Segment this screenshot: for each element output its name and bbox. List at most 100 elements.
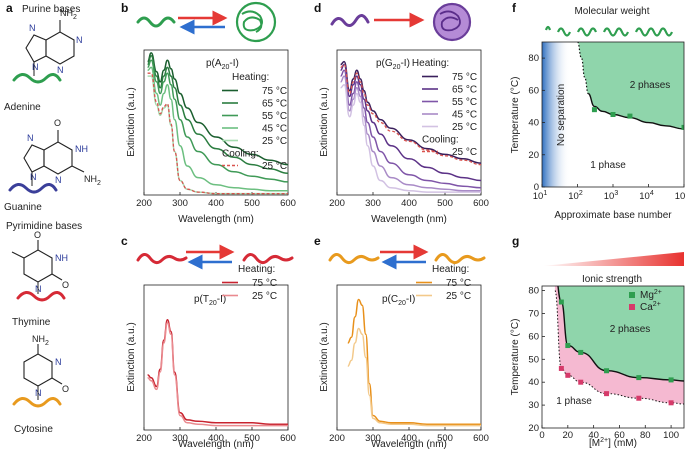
f-ytick-label: 40: [528, 118, 539, 129]
g-ca-point: [578, 379, 584, 385]
f-ytick-label: 80: [528, 53, 539, 64]
f-boundary-extrapolation: [576, 42, 589, 95]
f-data-point: [627, 113, 633, 119]
g-mg-point: [578, 349, 584, 355]
g-ca-point: [668, 400, 674, 406]
d-legend-heating-3: 45 °C: [452, 110, 477, 121]
c-xtick-label: 300: [172, 433, 188, 444]
pyrimidine-title: Pyrimidine bases: [6, 221, 82, 232]
b-legend-heating-0: 75 °C: [262, 86, 287, 97]
g-two-phase-label: 2 phases: [610, 324, 651, 335]
d-xtick-label: 200: [329, 198, 345, 209]
plot-e: Extinction (a.u.) Wavelength (nm) 200 300…: [319, 264, 489, 449]
panel-a: a Purine bases Pyrimidine bases NH2 N N …: [4, 1, 101, 435]
f-xtick-label: 105: [675, 190, 685, 202]
c-xtick-label: 400: [208, 433, 224, 444]
adenine-n9: N: [32, 62, 39, 72]
b-series-heating-0: [147, 52, 289, 166]
f-ytick-label: 20: [528, 150, 539, 161]
f-xtick-label: 101: [533, 190, 548, 202]
b-legend-heating-4: 25 °C: [262, 136, 287, 147]
c-xtick-label: 500: [244, 433, 260, 444]
thymine-nh: NH: [55, 253, 68, 263]
plot-c: Extinction (a.u.) Wavelength (nm) 200 300…: [126, 264, 296, 449]
e-coil-left-icon: [328, 253, 380, 265]
g-ytick-label: 30: [528, 400, 539, 411]
g-ca-point: [565, 372, 571, 378]
cytosine-o2: O: [62, 384, 69, 394]
f-two-phase-region: [577, 42, 684, 129]
g-xtick-label: 0: [539, 430, 544, 441]
e-xtick-label: 400: [401, 433, 417, 444]
guanine-strand: [8, 183, 58, 194]
f-no-separation-label: No separation: [556, 84, 567, 146]
plot-d: Extinction (a.u.) Wavelength (nm) 200 300…: [319, 49, 489, 225]
b-heating-label: Heating:: [232, 72, 269, 83]
guanine-structure: O NH NH2 N N N Guanine: [4, 118, 101, 213]
cytosine-amine-label: NH2: [32, 334, 49, 347]
b-legend-title: p(A20-I): [206, 58, 239, 71]
b-cooling-label: Cooling:: [222, 149, 259, 160]
guanine-amine-label: NH2: [84, 174, 101, 187]
b-xlabel: Wavelength (nm): [178, 214, 254, 225]
g-top-label: Ionic strength: [582, 274, 642, 285]
cytosine-structure: NH2 N O N Cytosine: [12, 334, 69, 435]
d-series-heating-0: [340, 60, 482, 164]
adenine-strand: [12, 73, 62, 84]
d-legend-heating-1: 65 °C: [452, 85, 477, 96]
f-one-phase-label: 1 phase: [590, 160, 626, 171]
c-xtick-label: 200: [136, 433, 152, 444]
g-ylabel: Temperature (°C): [510, 319, 521, 396]
d-globule-icon: [432, 2, 472, 42]
f-two-phase-label: 2 phases: [630, 80, 671, 91]
purine-title: Purine bases: [22, 4, 80, 15]
b-xtick-label: 300: [172, 198, 188, 209]
c-legend-title: p(T20-I): [194, 294, 226, 307]
e-legend-title: p(C20-I): [382, 294, 415, 307]
g-ytick-label: 40: [528, 377, 539, 388]
f-boundary-line: [587, 92, 684, 130]
g-ytick-label: 80: [528, 286, 539, 297]
adenine-n7: N: [29, 23, 36, 33]
panel-a-label: a: [6, 1, 13, 15]
b-legend-heating-2: 55 °C: [262, 111, 287, 122]
c-series-heating-0: [147, 319, 288, 425]
thymine-o4: O: [34, 230, 41, 240]
panel-e-header: e: [314, 234, 486, 270]
c-legend-heating-1: 25 °C: [252, 291, 277, 302]
e-legend-heating-0: 75 °C: [446, 278, 471, 289]
g-ca-point: [636, 395, 642, 401]
f-no-separation-region: [542, 42, 570, 187]
b-legend-heating-3: 45 °C: [262, 124, 287, 135]
adenine-structure: NH2 N N N N Adenine: [4, 8, 83, 113]
panel-c-header: c: [121, 234, 294, 270]
panel-f-label: f: [512, 1, 517, 15]
e-xtick-label: 600: [473, 433, 489, 444]
f-data-point: [591, 107, 597, 113]
d-xtick-label: 600: [473, 198, 489, 209]
d-legend-heating-4: 25 °C: [452, 122, 477, 133]
adenine-n3: N: [57, 65, 64, 75]
g-mg-point: [668, 377, 674, 383]
g-legend-ca: Ca2+: [640, 301, 661, 313]
b-xtick-label: 600: [280, 198, 296, 209]
guanine-label: Guanine: [4, 202, 42, 213]
e-legend-heating-1: 25 °C: [446, 291, 471, 302]
d-series-heating-2: [340, 69, 482, 189]
plot-g: g Ionic strength Mg2+ Ca2+ 2 phases 1 ph…: [510, 234, 685, 449]
c-series-heating-1: [147, 321, 288, 427]
g-ytick-label: 60: [528, 331, 539, 342]
panel-d-label: d: [314, 1, 321, 15]
e-series-heating-0: [347, 298, 481, 425]
thymine-o2: O: [62, 280, 69, 290]
panel-g-label: g: [512, 234, 519, 248]
thymine-label: Thymine: [12, 317, 51, 328]
b-xtick-label: 200: [136, 198, 152, 209]
g-ionic-strength-wedge: [542, 252, 684, 266]
plot-f: f Molecular weight 2 phases 1 phase No s…: [510, 1, 685, 221]
panel-b-label: b: [121, 1, 128, 15]
g-mg-point: [558, 299, 564, 305]
d-xtick-label: 400: [401, 198, 417, 209]
f-ytick-label: 60: [528, 85, 539, 96]
thymine-strand: [16, 291, 66, 302]
